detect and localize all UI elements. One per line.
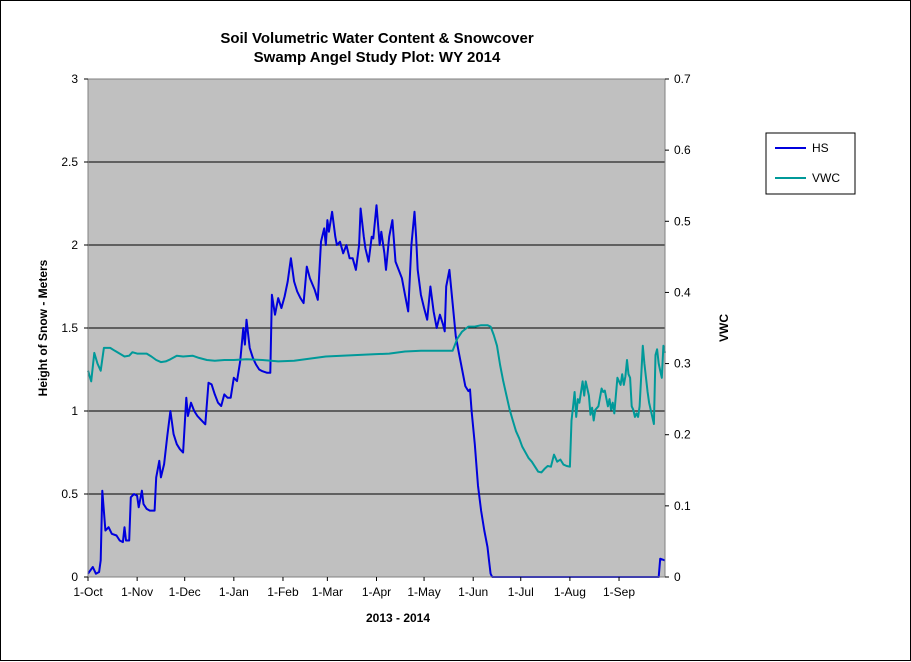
x-tick-label-0: 1-Oct <box>73 585 103 599</box>
y-tick-label-4: 2 <box>71 238 78 252</box>
x-tick-label-8: 1-Jun <box>458 585 488 599</box>
x-tick-label-10: 1-Aug <box>554 585 586 599</box>
x-axis-label: 2013 - 2014 <box>366 611 430 625</box>
y-axis-label: Height of Snow - Meters <box>36 259 50 396</box>
axes: 0 0.5 1 1.5 2 2.5 3 0 0.1 0.2 0.3 0.4 0.5 0.6 0.7 1-Oct… <box>61 72 691 599</box>
y-tick-label-1: 0.5 <box>61 487 78 501</box>
legend-label-hs: HS <box>812 141 829 155</box>
y2-tick-label-3: 0.3 <box>674 357 691 371</box>
y-tick-label-0: 0 <box>71 570 78 584</box>
y2-tick-label-0: 0 <box>674 570 681 584</box>
legend: HS VWC <box>765 132 856 195</box>
y2-axis-label: VWC <box>717 314 731 342</box>
y2-tick-label-4: 0.4 <box>674 285 691 299</box>
x-tick-label-5: 1-Mar <box>312 585 343 599</box>
y-tick-label-6: 3 <box>71 72 78 86</box>
y-tick-label-5: 2.5 <box>61 155 78 169</box>
series-line-hs <box>87 204 666 578</box>
y2-tick-label-2: 0.2 <box>674 428 691 442</box>
x-tick-label-7: 1-May <box>407 585 440 599</box>
chart-subtitle: Swamp Angel Study Plot: WY 2014 <box>254 49 501 66</box>
x-tick-label-11: 1-Sep <box>603 585 635 599</box>
y-tick-label-2: 1 <box>71 404 78 418</box>
y2-tick-label-1: 0.1 <box>674 499 691 513</box>
chart-title: Soil Volumetric Water Content & Snowcove… <box>220 30 534 47</box>
y2-tick-label-6: 0.6 <box>674 143 691 157</box>
x-tick-label-9: 1-Jul <box>508 585 534 599</box>
x-tick-label-1: 1-Nov <box>121 585 153 599</box>
x-tick-label-2: 1-Dec <box>169 585 201 599</box>
legend-label-vwc: VWC <box>812 171 840 185</box>
series-layer <box>87 204 666 578</box>
x-tick-label-6: 1-Apr <box>362 585 391 599</box>
x-tick-label-4: 1-Feb <box>267 585 299 599</box>
y2-tick-label-7: 0.7 <box>674 72 691 86</box>
series-line-vwc <box>87 324 666 474</box>
x-tick-label-3: 1-Jan <box>219 585 249 599</box>
y2-tick-label-5: 0.5 <box>674 214 691 228</box>
legend-box <box>765 132 856 195</box>
y-tick-label-3: 1.5 <box>61 321 78 335</box>
